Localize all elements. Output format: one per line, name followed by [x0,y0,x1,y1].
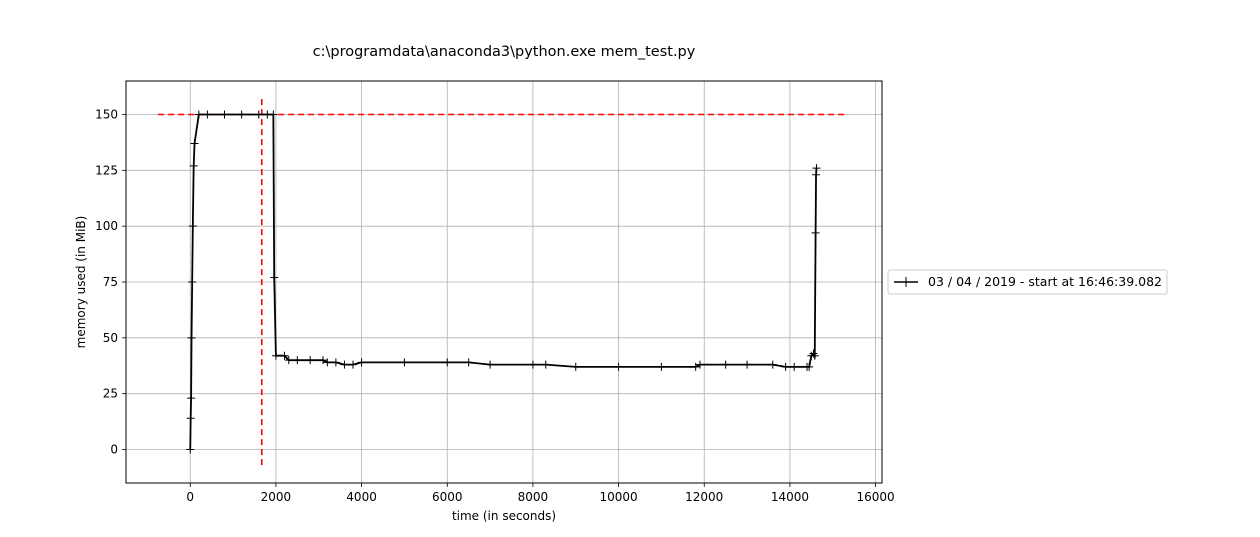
data-point-marker [220,110,229,119]
data-point-marker [188,222,197,231]
data-point-marker [768,360,777,369]
data-point-marker [189,161,198,170]
legend-marker [901,277,911,287]
x-tick-label: 10000 [599,490,637,504]
data-point-marker [443,358,452,367]
data-point-marker [811,228,820,237]
data-point-marker [340,360,349,369]
data-point-marker [190,139,199,148]
data-point-marker [464,358,473,367]
data-point-marker [306,356,315,365]
x-tick-label: 8000 [518,490,549,504]
data-point-marker [528,360,537,369]
data-point-marker [657,362,666,371]
data-point-marker [270,273,279,282]
x-tick-label: 16000 [856,490,894,504]
data-point-marker [805,362,814,371]
y-tick-label: 150 [95,108,118,122]
data-point-marker [541,360,550,369]
data-point-marker [269,110,278,119]
data-point-marker [571,362,580,371]
data-point-marker [781,362,790,371]
x-tick-label: 6000 [432,490,463,504]
data-point-marker [319,356,328,365]
data-point-marker [237,110,246,119]
x-tick-label: 12000 [685,490,723,504]
data-point-marker [323,358,332,367]
y-tick-label: 125 [95,163,118,177]
data-point-marker [293,356,302,365]
x-tick-label: 2000 [261,490,292,504]
x-axis-ticks: 0 2000 4000 6000 8000 10000 12000 14000 16000 [186,483,895,504]
data-point-marker [271,351,280,360]
data-point-marker [188,278,197,286]
data-point-marker [790,362,799,371]
legend-box [887,269,1168,295]
data-point-marker [812,164,821,173]
data-point-marker [614,362,623,371]
y-axis-ticks: 0 25 50 75 100 125 150 [95,108,126,457]
data-point-marker [357,358,366,367]
y-tick-label: 100 [95,219,118,233]
grid [126,81,882,483]
y-tick-label: 50 [103,331,118,345]
chart-title: c:\programdata\anaconda3\python.exe mem_… [313,44,696,60]
data-point-marker [691,362,700,371]
legend: 03 / 04 / 2019 - start at 16:46:39.082 [887,269,1168,295]
y-tick-label: 75 [103,275,118,289]
data-point-marker [203,110,212,119]
data-point-marker [810,351,819,360]
legend-label: 03 / 04 / 2019 - start at 16:46:39.082 [928,274,1162,289]
data-point-marker [349,360,358,369]
data-point-marker [280,351,289,360]
data-point-marker [486,360,495,369]
data-point-marker [186,414,195,423]
data-point-marker [254,110,263,119]
x-tick-label: 0 [186,490,194,504]
data-point-marker [187,333,196,342]
data-point-marker [812,170,821,179]
data-point-marker [194,110,203,119]
x-tick-label: 4000 [346,490,377,504]
data-point-marker [695,360,704,369]
y-axis-label: memory used (in MiB) [74,216,88,349]
data-point-marker [331,358,340,367]
data-point-marker [284,356,293,365]
data-point-marker [743,360,752,369]
data-point-marker [186,445,195,454]
x-tick-label: 14000 [771,490,809,504]
data-point-marker [187,394,196,403]
y-tick-label: 0 [110,443,118,457]
data-point-marker [400,358,409,367]
y-tick-label: 25 [103,387,118,401]
data-point-marker [721,360,730,369]
x-axis-label: time (in seconds) [452,509,556,523]
data-series [186,110,821,454]
